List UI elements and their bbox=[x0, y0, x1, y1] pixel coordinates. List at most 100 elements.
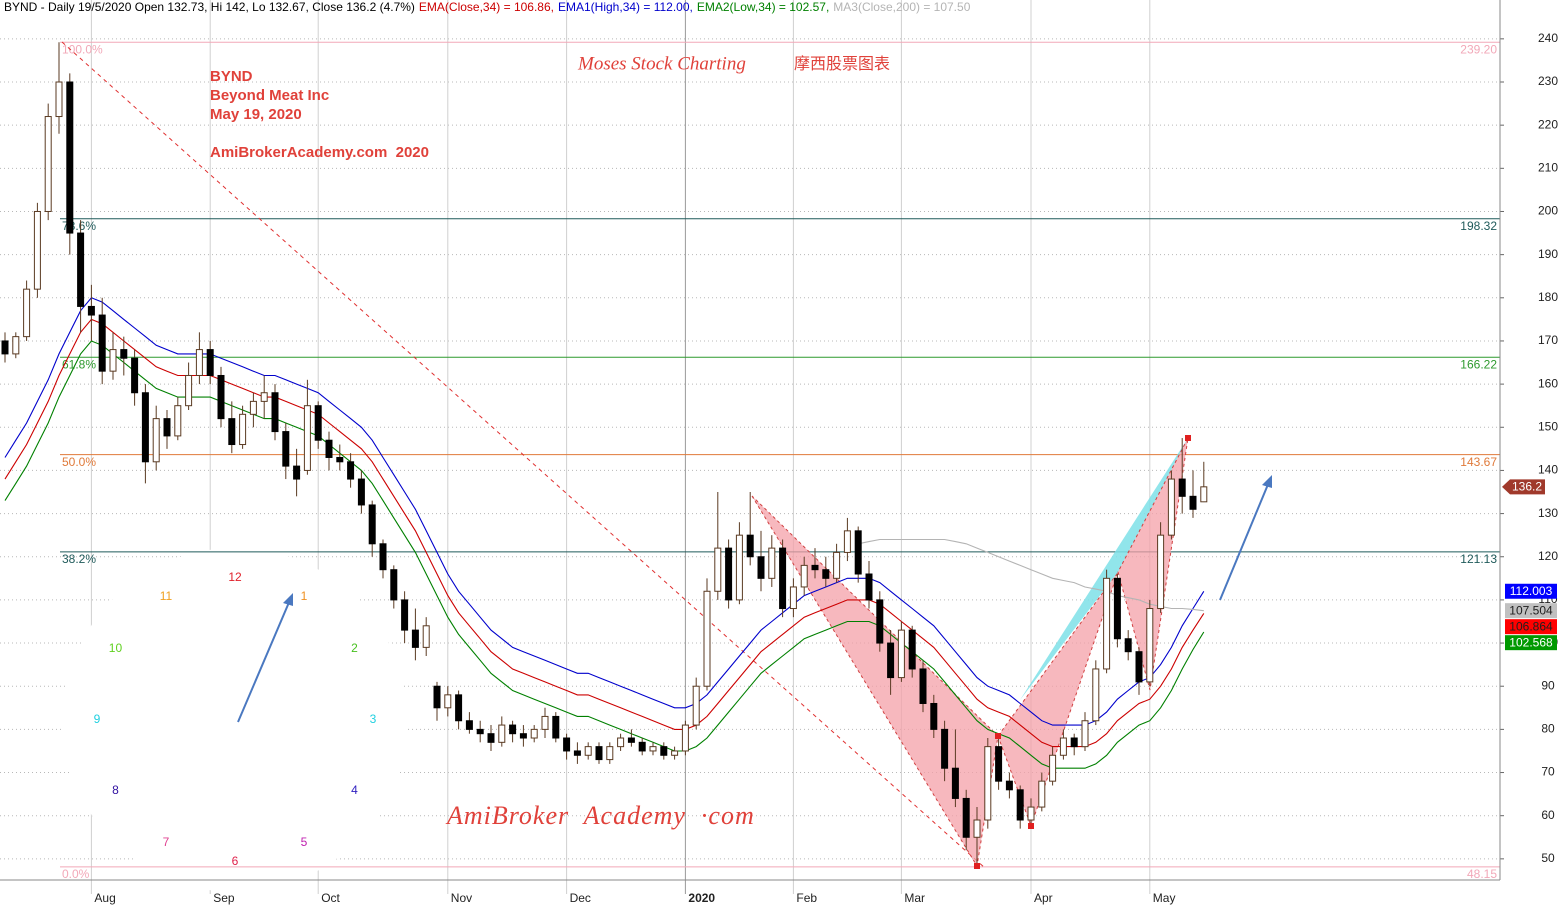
indicator-lines bbox=[4, 297, 1205, 769]
candle-body bbox=[530, 728, 538, 739]
candle-body bbox=[671, 750, 679, 756]
indicator-line bbox=[4, 318, 1205, 748]
candle-body bbox=[87, 305, 95, 316]
candle-body bbox=[757, 556, 765, 579]
y-tick-label: 50 bbox=[1541, 851, 1555, 865]
candle-body bbox=[1200, 486, 1208, 503]
fib-value: 198.32 bbox=[1460, 219, 1497, 233]
candle-body bbox=[800, 564, 808, 588]
y-tick-label: 210 bbox=[1538, 160, 1558, 174]
candle-body bbox=[249, 400, 257, 415]
pattern-point bbox=[1028, 823, 1034, 829]
candle-body bbox=[195, 349, 203, 376]
watermark-top: Moses Stock Charting bbox=[577, 53, 746, 74]
candle-body bbox=[401, 599, 409, 631]
x-tick-label: Oct bbox=[321, 891, 340, 905]
candle-body bbox=[908, 629, 916, 670]
candle-body bbox=[995, 746, 1003, 782]
candle-body bbox=[951, 767, 959, 799]
fib-label: 100.0% bbox=[62, 42, 103, 56]
candle-body bbox=[33, 210, 41, 290]
arrow bbox=[237, 599, 291, 723]
candle-body bbox=[23, 288, 31, 338]
indicator-line bbox=[858, 538, 1204, 612]
candle-body bbox=[692, 685, 700, 726]
legend-entry: EMA1(High,34) = 112.00, bbox=[558, 0, 693, 14]
clock-label: 4 bbox=[351, 783, 358, 797]
candle-body bbox=[1016, 789, 1024, 821]
y-tick-label: 90 bbox=[1541, 678, 1555, 692]
y-tick-label: 150 bbox=[1538, 419, 1558, 433]
candle-body bbox=[1081, 720, 1089, 748]
annotation: Beyond Meat Inc bbox=[210, 87, 329, 104]
annotation: BYND bbox=[210, 68, 253, 85]
x-tick-label: Apr bbox=[1034, 891, 1053, 905]
x-tick-label: 2020 bbox=[688, 891, 715, 905]
candle-body bbox=[854, 530, 862, 575]
candle-body bbox=[1178, 478, 1186, 497]
value-badge bbox=[1505, 635, 1557, 651]
x-tick-label: Mar bbox=[904, 891, 925, 905]
candle-body bbox=[174, 405, 182, 437]
clock-label: 3 bbox=[370, 712, 377, 726]
candle-body bbox=[941, 728, 949, 769]
pattern-point bbox=[974, 863, 980, 869]
y-tick-label: 140 bbox=[1538, 463, 1558, 477]
candle-body bbox=[379, 543, 387, 571]
candle-body bbox=[390, 569, 398, 601]
y-tick-label: 220 bbox=[1538, 117, 1558, 131]
candle-body bbox=[649, 746, 657, 752]
candle-body bbox=[1005, 780, 1013, 791]
title: BYND - Daily 19/5/2020 Open 132.73, Hi 1… bbox=[4, 0, 415, 14]
pattern-point bbox=[995, 733, 1001, 739]
candle-body bbox=[444, 694, 452, 709]
candle-body bbox=[476, 728, 484, 735]
candle-body bbox=[368, 504, 376, 545]
candle-body bbox=[293, 465, 301, 480]
candle-body bbox=[1135, 651, 1143, 683]
grid bbox=[0, 0, 1500, 894]
candle-body bbox=[573, 750, 581, 756]
candle-body bbox=[973, 819, 981, 838]
candle-body bbox=[519, 733, 527, 739]
candle-body bbox=[1038, 780, 1046, 808]
candle-body bbox=[152, 418, 160, 463]
x-tick-label: May bbox=[1153, 891, 1176, 905]
fib-label: 0.0% bbox=[62, 867, 90, 881]
fib-value: 48.15 bbox=[1467, 867, 1497, 881]
candle-body bbox=[606, 746, 614, 761]
price-badge bbox=[1502, 479, 1545, 495]
fib-label: 38.2% bbox=[62, 552, 96, 566]
candle-body bbox=[1113, 577, 1121, 640]
candle-body bbox=[1167, 478, 1175, 536]
fib-label: 50.0% bbox=[62, 455, 96, 469]
candle-body bbox=[66, 81, 74, 234]
candle-body bbox=[843, 530, 851, 553]
candle-body bbox=[865, 573, 873, 601]
value-badge bbox=[1505, 619, 1557, 635]
candle-body bbox=[887, 642, 895, 679]
clock-label: 1 bbox=[301, 589, 308, 603]
candle-body bbox=[141, 392, 149, 463]
value-badge bbox=[1505, 583, 1557, 599]
candle-body bbox=[703, 590, 711, 687]
candle-body bbox=[163, 418, 171, 437]
candle-body bbox=[217, 374, 225, 420]
candle-body bbox=[487, 733, 495, 743]
indicator-line bbox=[4, 297, 1205, 726]
candle-body bbox=[1049, 754, 1057, 782]
value-badge-label: 106.864 bbox=[1509, 619, 1553, 633]
candle-body bbox=[962, 797, 970, 838]
arrow-head bbox=[1262, 475, 1272, 488]
candle-body bbox=[1103, 577, 1111, 670]
candle-body bbox=[185, 374, 193, 407]
legend-entry: EMA2(Low,34) = 102.57, bbox=[697, 0, 829, 14]
y-tick-label: 120 bbox=[1538, 549, 1558, 563]
value-badge-label: 112.003 bbox=[1510, 584, 1553, 598]
pattern-cyan bbox=[1020, 438, 1188, 700]
x-tick-label: Feb bbox=[796, 891, 817, 905]
candle-body bbox=[1070, 737, 1078, 748]
candle-body bbox=[595, 746, 603, 761]
candle-body bbox=[1, 340, 9, 355]
